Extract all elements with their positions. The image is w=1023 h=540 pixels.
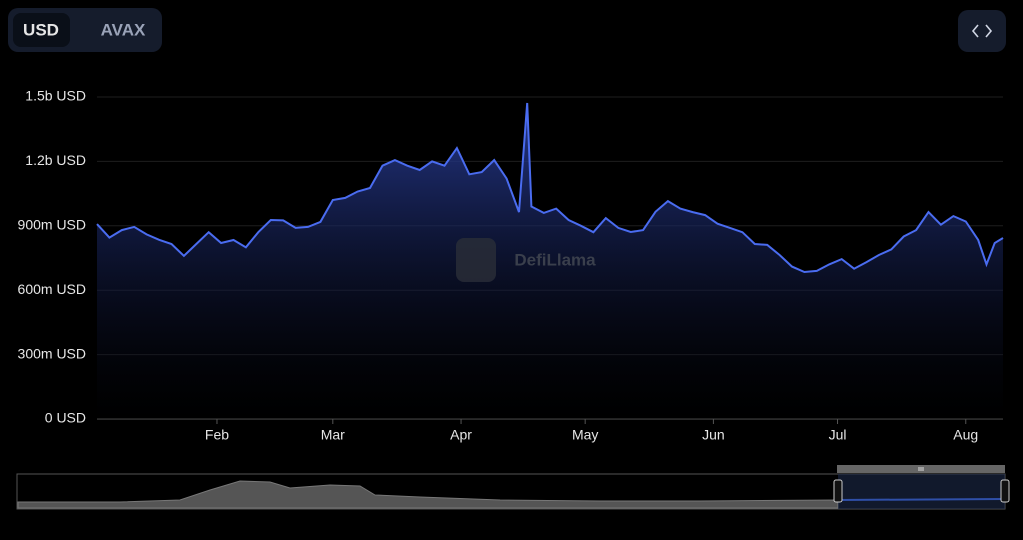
- x-tick-label: Mar: [321, 427, 345, 443]
- y-tick-label: 600m USD: [18, 281, 86, 297]
- minimap-overview: [17, 480, 839, 509]
- y-tick-label: 1.5b USD: [25, 88, 86, 104]
- area-fill: [97, 103, 1003, 419]
- line: [96, 102, 1004, 274]
- brush-handle-left[interactable]: [833, 479, 843, 503]
- code-icon: [971, 24, 993, 38]
- embed-button[interactable]: [958, 10, 1006, 52]
- brush-grip: [918, 467, 924, 471]
- watermark-logo: [456, 238, 496, 282]
- avax-label[interactable]: AVAX: [101, 20, 146, 39]
- usd-button[interactable]: [13, 13, 70, 47]
- x-tick-label: Feb: [205, 427, 229, 443]
- plot: 0 USD 300m USD 600m USD 900m USD 1.2b USD 1.5…: [18, 88, 1004, 443]
- x-tick-label: Jun: [702, 427, 725, 443]
- x-tick-label: Jul: [829, 427, 847, 443]
- x-tick-label: May: [572, 427, 598, 443]
- y-tick-label: 900m USD: [18, 217, 86, 233]
- brush-handle-right[interactable]: [1000, 479, 1010, 503]
- y-tick-label: 0 USD: [45, 410, 86, 426]
- watermark: DefiLlama: [514, 250, 596, 269]
- usd-label[interactable]: USD: [23, 20, 59, 39]
- y-tick-label: 1.2b USD: [25, 152, 86, 168]
- x-tick-label: Apr: [450, 427, 472, 443]
- x-tick-label: Aug: [953, 427, 978, 443]
- y-tick-label: 300m USD: [18, 345, 86, 361]
- minimap-selection[interactable]: [838, 474, 1005, 509]
- minimap-selection-line: [837, 498, 1005, 501]
